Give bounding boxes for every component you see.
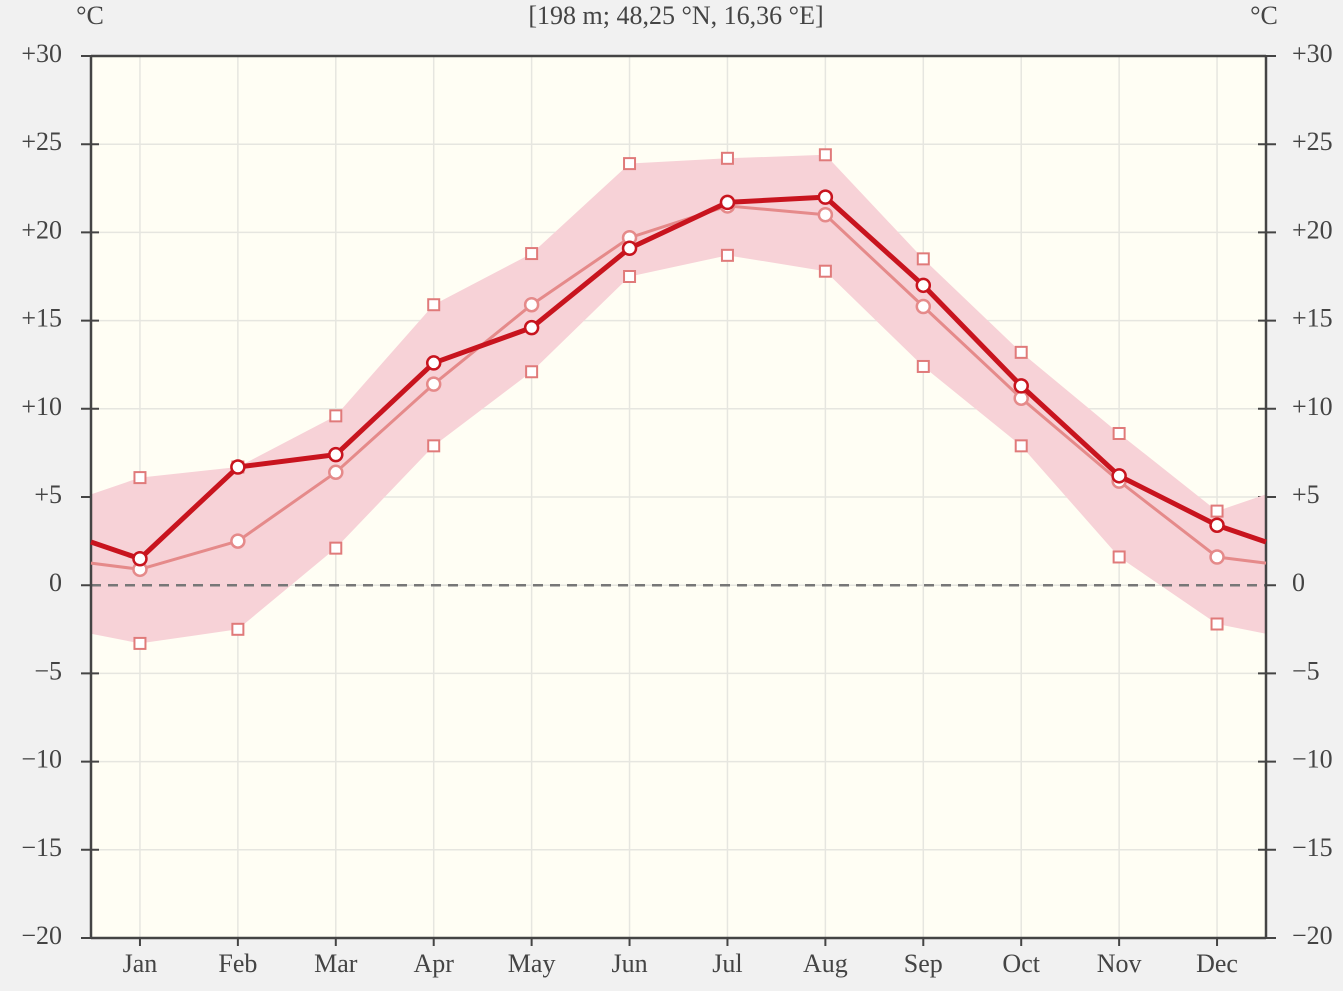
y2-tick-label: −20 bbox=[1292, 921, 1333, 950]
point bbox=[230, 533, 246, 549]
point bbox=[132, 550, 148, 567]
range-marker bbox=[623, 157, 637, 171]
y2-axis-label: °C bbox=[1250, 1, 1278, 30]
range-marker bbox=[1112, 426, 1126, 440]
range-marker bbox=[329, 409, 343, 423]
range-marker bbox=[1112, 550, 1126, 564]
point bbox=[915, 277, 932, 294]
point bbox=[719, 194, 736, 211]
point bbox=[523, 296, 540, 313]
y-tick-label: −20 bbox=[21, 921, 62, 950]
range-marker bbox=[133, 471, 147, 485]
point bbox=[230, 459, 246, 475]
y2-tick-label: +30 bbox=[1292, 39, 1333, 68]
line-wrap bbox=[90, 539, 141, 562]
range-marker bbox=[818, 148, 832, 162]
x-tick-label: Apr bbox=[413, 949, 454, 978]
y2-tick-label: +10 bbox=[1292, 392, 1333, 421]
range-marker bbox=[720, 248, 734, 262]
range-marker bbox=[329, 541, 343, 555]
x-tick-label: Dec bbox=[1196, 949, 1238, 978]
range-marker bbox=[916, 359, 930, 373]
x-tick-label: Oct bbox=[1002, 949, 1040, 978]
range-band bbox=[91, 154, 1266, 644]
line bbox=[138, 194, 1219, 561]
x-tick-label: Sep bbox=[904, 949, 943, 978]
point bbox=[328, 446, 344, 463]
y-tick-label: +20 bbox=[21, 215, 62, 244]
range-marker bbox=[1210, 617, 1224, 631]
range-marker bbox=[916, 252, 930, 266]
y-tick-label: +5 bbox=[34, 480, 62, 509]
x-tick-label: Mar bbox=[314, 949, 358, 978]
y2-tick-label: +15 bbox=[1292, 304, 1333, 333]
y-tick-label: +30 bbox=[21, 39, 62, 68]
y2-tick-label: +5 bbox=[1292, 480, 1320, 509]
x-tick-label: Aug bbox=[803, 949, 848, 978]
point bbox=[425, 376, 442, 392]
point bbox=[523, 319, 540, 336]
point bbox=[621, 240, 638, 257]
point bbox=[1209, 517, 1225, 533]
x-tick-label: Jun bbox=[611, 949, 647, 978]
x-tick-label: May bbox=[508, 949, 556, 978]
point bbox=[328, 464, 344, 481]
point bbox=[817, 189, 834, 205]
y-tick-label: +25 bbox=[21, 127, 62, 156]
y2-tick-label: +25 bbox=[1292, 127, 1333, 156]
y-tick-label: −15 bbox=[21, 833, 62, 862]
y2-tick-label: 0 bbox=[1292, 568, 1305, 597]
x-tick-label: Jul bbox=[712, 949, 742, 978]
point bbox=[1209, 549, 1225, 565]
range-marker bbox=[623, 270, 637, 283]
x-tick-label: Jan bbox=[123, 949, 158, 978]
range-marker bbox=[525, 365, 539, 379]
y-tick-label: −5 bbox=[34, 656, 62, 685]
point bbox=[425, 355, 442, 371]
point bbox=[1013, 378, 1029, 394]
range-marker bbox=[525, 247, 539, 261]
y2-tick-label: −10 bbox=[1292, 745, 1333, 774]
line-wrap bbox=[1216, 522, 1267, 545]
range-marker bbox=[231, 622, 245, 636]
y-tick-label: 0 bbox=[49, 568, 62, 597]
y2-tick-label: −15 bbox=[1292, 833, 1333, 862]
range-marker bbox=[720, 151, 734, 165]
point bbox=[817, 207, 834, 223]
range-marker bbox=[818, 264, 832, 278]
line-wrap bbox=[90, 561, 141, 571]
x-tick-label: Nov bbox=[1097, 949, 1142, 978]
y-tick-label: +10 bbox=[21, 392, 62, 421]
y-tick-label: +15 bbox=[21, 304, 62, 333]
line-wrap bbox=[1216, 555, 1267, 565]
range-marker bbox=[1014, 345, 1028, 359]
x-tick-label: Feb bbox=[218, 949, 257, 978]
point bbox=[1111, 468, 1127, 484]
y-tick-label: −10 bbox=[21, 745, 62, 774]
y-axis-label: °C bbox=[76, 1, 104, 30]
range-marker bbox=[133, 636, 147, 650]
range-marker bbox=[427, 439, 441, 453]
y2-tick-label: −5 bbox=[1292, 656, 1320, 685]
range-marker bbox=[427, 298, 441, 312]
point bbox=[1013, 390, 1029, 406]
chart-title: [198 m; 48,25 °N, 16,36 °E] bbox=[528, 1, 823, 30]
range-marker bbox=[1014, 439, 1028, 453]
point bbox=[915, 298, 932, 315]
line bbox=[139, 204, 1218, 571]
range-marker bbox=[1210, 504, 1224, 518]
y2-tick-label: +20 bbox=[1292, 215, 1333, 244]
